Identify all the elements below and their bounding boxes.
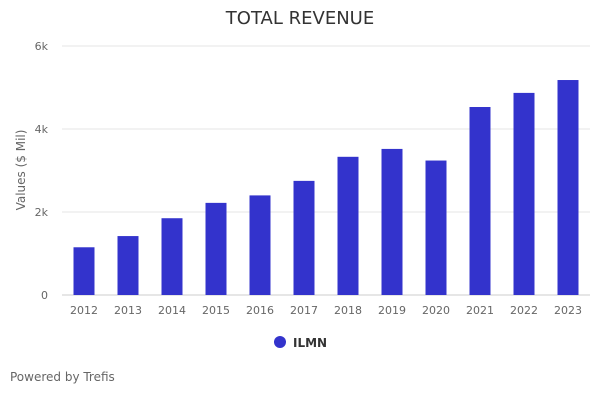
bar-2023[interactable] [557, 80, 579, 295]
x-tick-label: 2022 [510, 304, 538, 317]
x-tick-label: 2023 [554, 304, 582, 317]
credit-text[interactable]: Powered by Trefis [10, 370, 115, 384]
legend-label: ILMN [293, 336, 327, 350]
bar-layer [73, 80, 579, 296]
legend-marker [274, 336, 286, 348]
x-tick-label: 2012 [70, 304, 98, 317]
bar-2013[interactable] [117, 236, 139, 295]
x-tick-label: 2014 [158, 304, 186, 317]
x-tick-label: 2017 [290, 304, 318, 317]
y-axis-ticks: 0 2k 4k 6k [35, 40, 49, 302]
x-tick-label: 2015 [202, 304, 230, 317]
bar-2017[interactable] [293, 180, 315, 295]
x-tick-label: 2018 [334, 304, 362, 317]
bar-2014[interactable] [161, 218, 183, 295]
chart-title: TOTAL REVENUE [225, 8, 374, 29]
bar-2016[interactable] [249, 195, 271, 295]
x-tick-label: 2020 [422, 304, 450, 317]
x-tick-label: 2013 [114, 304, 142, 317]
y-tick-label: 4k [35, 123, 49, 136]
bar-2019[interactable] [381, 148, 403, 295]
bar-2012[interactable] [73, 247, 95, 295]
bar-2018[interactable] [337, 156, 359, 295]
bar-2021[interactable] [469, 107, 491, 295]
y-tick-label: 6k [35, 40, 49, 53]
x-tick-label: 2016 [246, 304, 274, 317]
bar-2022[interactable] [513, 92, 535, 296]
x-tick-label: 2021 [466, 304, 494, 317]
x-tick-label: 2019 [378, 304, 406, 317]
x-axis-ticks: 2012 2013 2014 2015 2016 2017 2018 2019 2020 2021… [70, 304, 582, 317]
grid-layer [62, 45, 590, 296]
legend[interactable]: ILMN [274, 336, 327, 350]
y-tick-label: 0 [41, 289, 48, 302]
bar-2020[interactable] [425, 160, 447, 295]
bar-2015[interactable] [205, 202, 227, 295]
y-axis-title: Values ($ Mil) [14, 130, 28, 211]
y-tick-label: 2k [35, 206, 49, 219]
